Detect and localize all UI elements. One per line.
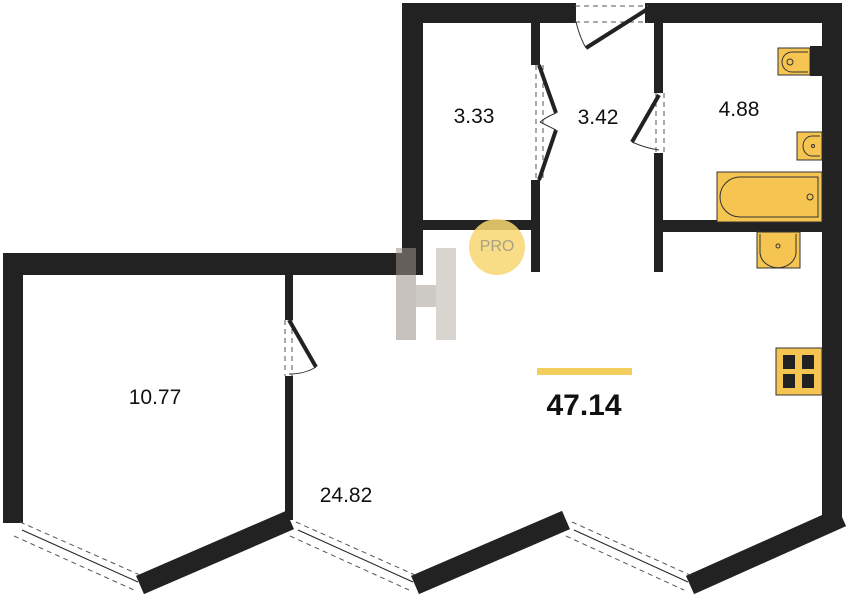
sink-icon xyxy=(796,131,823,161)
storage-door-leaf-2 xyxy=(537,129,558,181)
wall-top-left xyxy=(402,3,574,23)
sink-icon xyxy=(756,231,801,269)
watermark-logo xyxy=(396,248,456,340)
wall-bath-left-top xyxy=(654,23,663,93)
room-area-storage: 3.33 xyxy=(453,105,495,128)
window-panes xyxy=(21,529,689,583)
wall-partition-lower xyxy=(285,376,293,520)
bathtub-icon xyxy=(716,171,823,223)
bottom-walls xyxy=(136,507,847,595)
wall-upper-left xyxy=(402,3,423,275)
room-area-bathroom: 4.88 xyxy=(718,98,760,121)
bath-door xyxy=(630,94,661,143)
fixtures xyxy=(716,46,823,396)
wall-left-top xyxy=(3,253,423,275)
bedroom-door xyxy=(287,319,318,368)
wall-bath-left-bottom xyxy=(654,153,663,272)
toilet-icon xyxy=(777,46,822,76)
entrance-door xyxy=(584,8,648,50)
wall-bath-bottom xyxy=(654,220,842,232)
room-area-living: 24.82 xyxy=(319,484,373,507)
room-area-bedroom: 10.77 xyxy=(128,386,182,409)
wall-partition-upper xyxy=(285,275,293,320)
doors xyxy=(287,8,661,368)
storage-door-leaf-1 xyxy=(537,64,558,114)
total-area-accent-bar xyxy=(537,368,632,375)
wall-top-right xyxy=(650,3,842,23)
pro-badge: PRO xyxy=(469,219,525,275)
stove-icon xyxy=(775,347,823,396)
room-area-hall: 3.42 xyxy=(577,106,619,129)
windows xyxy=(13,5,691,591)
walls xyxy=(3,3,842,525)
total-area: 47.14 xyxy=(546,389,622,422)
pro-badge-text: PRO xyxy=(479,238,515,255)
wall-left xyxy=(3,253,23,523)
wall-storage-right-top xyxy=(531,23,540,65)
wall-right xyxy=(822,3,842,525)
